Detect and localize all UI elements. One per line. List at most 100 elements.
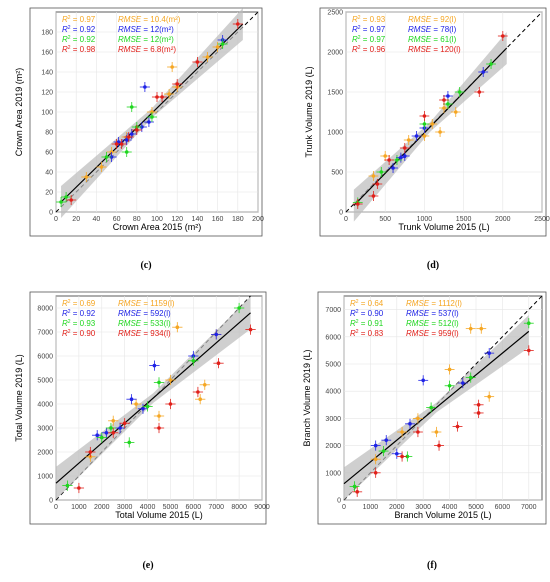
rmse-stat: RMSE = 12(m²) bbox=[118, 35, 174, 44]
data-point bbox=[160, 95, 164, 99]
data-point bbox=[157, 414, 161, 418]
rmse-stat: RMSE = 12(m²) bbox=[118, 25, 174, 34]
x-tick-label: 0 bbox=[342, 504, 346, 511]
x-tick-label: 4000 bbox=[140, 504, 156, 511]
y-tick-label: 8000 bbox=[37, 306, 53, 313]
panel-label: (e) bbox=[142, 560, 153, 571]
r2-stat: R2 = 0.97 bbox=[62, 15, 96, 24]
y-tick-label: 2500 bbox=[327, 10, 343, 17]
y-tick-label: 100 bbox=[41, 110, 53, 117]
data-point bbox=[168, 378, 173, 382]
r2-stat: R2 = 0.96 bbox=[352, 45, 386, 54]
data-point bbox=[453, 110, 458, 114]
data-point bbox=[400, 454, 404, 459]
data-point bbox=[145, 404, 150, 409]
data-point bbox=[457, 90, 462, 94]
data-point bbox=[468, 326, 473, 331]
data-point bbox=[143, 85, 147, 89]
x-tick-label: 2000 bbox=[389, 504, 405, 511]
y-tick-label: 6000 bbox=[37, 354, 53, 361]
data-point bbox=[111, 431, 116, 435]
y-tick-label: 180 bbox=[41, 30, 53, 37]
rmse-stat: RMSE = 533(l) bbox=[118, 319, 171, 328]
data-point bbox=[118, 426, 122, 430]
r2-stat: R2 = 0.93 bbox=[352, 15, 386, 24]
data-point bbox=[111, 419, 116, 423]
data-point bbox=[414, 134, 419, 138]
panel-label: (c) bbox=[140, 260, 151, 271]
data-point bbox=[447, 383, 452, 388]
panel-d: 0 500 1000 1500 2000 2500 0 500 1000 1500 2000 2500… bbox=[304, 7, 550, 271]
data-point bbox=[95, 433, 99, 438]
data-point bbox=[371, 194, 376, 198]
rmse-stat: RMSE = 592(l) bbox=[118, 309, 171, 318]
data-point bbox=[399, 155, 403, 160]
x-tick-label: 6000 bbox=[186, 504, 202, 511]
x-tick-label: 180 bbox=[232, 216, 244, 223]
x-tick-label: 5000 bbox=[468, 504, 484, 511]
data-point bbox=[403, 154, 407, 158]
rmse-stat: RMSE = 10.4(m²) bbox=[118, 15, 181, 24]
y-axis-label: Branch Volume 2019 (L) bbox=[302, 349, 312, 446]
x-axis-label: Branch Volume 2015 (L) bbox=[394, 510, 491, 520]
data-point bbox=[77, 486, 81, 490]
y-tick-label: 2000 bbox=[327, 50, 343, 57]
data-point bbox=[406, 138, 411, 142]
data-point bbox=[150, 115, 154, 119]
data-point bbox=[477, 90, 482, 94]
y-tick-label: 0 bbox=[337, 498, 341, 505]
rmse-stat: RMSE = 537(l) bbox=[406, 309, 459, 318]
data-point bbox=[88, 450, 93, 454]
x-tick-label: 5000 bbox=[163, 504, 179, 511]
y-tick-label: 20 bbox=[45, 190, 53, 197]
data-point bbox=[141, 407, 145, 411]
data-point bbox=[373, 443, 378, 448]
r2-stat: R2 = 0.97 bbox=[352, 35, 386, 44]
y-tick-label: 40 bbox=[45, 170, 53, 177]
data-point bbox=[405, 454, 410, 459]
data-point bbox=[434, 430, 439, 434]
y-tick-label: 7000 bbox=[325, 307, 341, 314]
y-tick-label: 1500 bbox=[327, 90, 343, 97]
y-tick-label: 60 bbox=[45, 150, 53, 157]
data-point bbox=[214, 332, 219, 337]
data-point bbox=[371, 174, 376, 178]
data-point bbox=[168, 402, 173, 406]
data-point bbox=[124, 150, 129, 154]
data-point bbox=[99, 435, 104, 440]
x-tick-label: 20 bbox=[72, 216, 80, 223]
r2-stat: R2 = 0.92 bbox=[62, 35, 96, 44]
x-tick-label: 100 bbox=[151, 216, 163, 223]
x-tick-label: 120 bbox=[171, 216, 183, 223]
data-point bbox=[104, 155, 109, 159]
rmse-stat: RMSE = 512(l) bbox=[406, 319, 459, 328]
data-point bbox=[442, 106, 446, 110]
data-point bbox=[422, 114, 427, 118]
data-point bbox=[236, 22, 240, 26]
data-point bbox=[527, 348, 531, 353]
data-point bbox=[373, 457, 378, 462]
data-point bbox=[205, 55, 210, 59]
y-tick-label: 5000 bbox=[325, 362, 341, 369]
x-tick-label: 160 bbox=[212, 216, 224, 223]
x-tick-label: 1000 bbox=[363, 504, 379, 511]
r2-stat: R2 = 0.64 bbox=[350, 299, 384, 308]
data-point bbox=[527, 321, 531, 326]
data-point bbox=[446, 94, 450, 98]
data-point bbox=[476, 403, 481, 407]
data-point bbox=[391, 166, 395, 170]
y-axis-label: Crown Area 2019 (m²) bbox=[14, 68, 24, 157]
y-tick-label: 1000 bbox=[37, 474, 53, 481]
data-point bbox=[64, 195, 68, 199]
y-tick-label: 500 bbox=[331, 170, 343, 177]
data-point bbox=[408, 422, 412, 426]
x-tick-label: 7000 bbox=[208, 504, 224, 511]
data-point bbox=[381, 449, 386, 453]
rmse-stat: RMSE = 6.8(m²) bbox=[118, 45, 176, 54]
y-tick-label: 160 bbox=[41, 50, 53, 57]
rmse-stat: RMSE = 1159(l) bbox=[118, 299, 175, 308]
data-point bbox=[126, 135, 131, 139]
data-point bbox=[355, 202, 360, 206]
y-tick-label: 5000 bbox=[37, 378, 53, 385]
rmse-stat: RMSE = 92(l) bbox=[408, 15, 457, 24]
